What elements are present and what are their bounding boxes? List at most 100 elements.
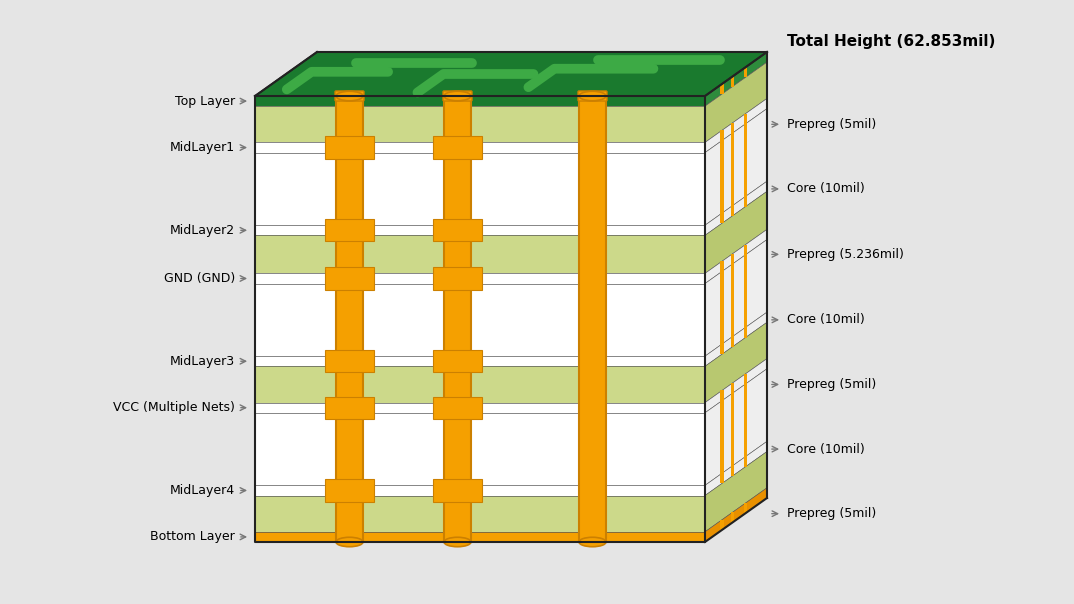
Ellipse shape [444, 538, 471, 547]
Bar [325, 396, 374, 419]
Polygon shape [743, 384, 748, 457]
Bar [433, 350, 482, 373]
Bar [433, 480, 482, 502]
Polygon shape [255, 274, 705, 283]
Polygon shape [730, 77, 735, 86]
Polygon shape [743, 114, 748, 124]
Polygon shape [255, 96, 705, 106]
Bar [325, 137, 374, 159]
Polygon shape [255, 366, 705, 403]
Polygon shape [730, 123, 735, 133]
FancyBboxPatch shape [335, 91, 364, 101]
Polygon shape [743, 327, 748, 338]
Bar [325, 268, 374, 290]
Text: Prepreg (5.236mil): Prepreg (5.236mil) [787, 248, 904, 261]
Polygon shape [730, 466, 735, 476]
Polygon shape [743, 457, 748, 467]
Ellipse shape [336, 538, 363, 547]
Bar [433, 396, 482, 419]
FancyBboxPatch shape [578, 91, 607, 101]
Polygon shape [255, 106, 705, 143]
Polygon shape [255, 403, 705, 413]
Text: Prepreg (5mil): Prepreg (5mil) [787, 118, 876, 131]
Polygon shape [705, 359, 767, 413]
Polygon shape [721, 519, 724, 530]
Bar [433, 268, 482, 290]
Text: Total Height (62.853mil): Total Height (62.853mil) [787, 34, 996, 49]
Polygon shape [705, 369, 767, 486]
Polygon shape [705, 230, 767, 283]
Polygon shape [255, 153, 705, 225]
Text: MidLayer3: MidLayer3 [170, 355, 235, 368]
Polygon shape [743, 196, 748, 207]
Polygon shape [730, 512, 735, 522]
Ellipse shape [579, 91, 606, 101]
Polygon shape [255, 283, 705, 356]
Ellipse shape [336, 91, 363, 101]
Polygon shape [705, 452, 767, 532]
Polygon shape [721, 213, 724, 223]
Polygon shape [705, 240, 767, 356]
Polygon shape [743, 245, 748, 255]
Bar [579, 96, 606, 542]
Polygon shape [255, 236, 705, 274]
Ellipse shape [444, 91, 471, 101]
Polygon shape [730, 133, 735, 206]
Polygon shape [255, 486, 705, 495]
Polygon shape [743, 374, 748, 384]
Text: Core (10mil): Core (10mil) [787, 182, 865, 196]
Polygon shape [705, 312, 767, 366]
Polygon shape [743, 255, 748, 327]
Polygon shape [705, 191, 767, 274]
Polygon shape [705, 52, 767, 106]
Polygon shape [255, 413, 705, 486]
Polygon shape [705, 109, 767, 225]
Polygon shape [255, 143, 705, 153]
Polygon shape [730, 393, 735, 466]
Polygon shape [730, 206, 735, 216]
Polygon shape [743, 67, 748, 77]
Polygon shape [255, 532, 705, 542]
Text: MidLayer2: MidLayer2 [170, 224, 235, 237]
Polygon shape [721, 344, 724, 354]
Polygon shape [743, 503, 748, 513]
Text: MidLayer1: MidLayer1 [170, 141, 235, 154]
Polygon shape [743, 124, 748, 196]
FancyBboxPatch shape [442, 91, 471, 101]
Bar [433, 137, 482, 159]
Bar [336, 96, 363, 542]
Polygon shape [730, 383, 735, 393]
Ellipse shape [444, 91, 471, 101]
Bar [325, 219, 374, 242]
Polygon shape [255, 225, 705, 236]
Polygon shape [721, 400, 724, 473]
Polygon shape [705, 488, 767, 542]
Text: Core (10mil): Core (10mil) [787, 443, 865, 455]
Polygon shape [721, 84, 724, 94]
Polygon shape [255, 52, 767, 96]
Bar [444, 96, 471, 542]
Text: GND (GND): GND (GND) [163, 272, 235, 285]
Polygon shape [705, 442, 767, 495]
Text: VCC (Multiple Nets): VCC (Multiple Nets) [113, 401, 235, 414]
Polygon shape [721, 130, 724, 141]
Text: MidLayer4: MidLayer4 [170, 484, 235, 497]
Polygon shape [721, 141, 724, 213]
Ellipse shape [336, 91, 363, 101]
Text: Core (10mil): Core (10mil) [787, 313, 865, 326]
Text: Bottom Layer: Bottom Layer [150, 530, 235, 544]
Polygon shape [730, 264, 735, 336]
Ellipse shape [579, 538, 606, 547]
Polygon shape [705, 181, 767, 236]
Polygon shape [705, 323, 767, 403]
Text: Prepreg (5mil): Prepreg (5mil) [787, 507, 876, 520]
Polygon shape [255, 495, 705, 532]
Polygon shape [721, 262, 724, 271]
Bar [433, 219, 482, 242]
Ellipse shape [579, 91, 606, 101]
Polygon shape [730, 336, 735, 347]
Polygon shape [721, 271, 724, 344]
Bar [325, 350, 374, 373]
Polygon shape [705, 98, 767, 153]
Polygon shape [721, 390, 724, 400]
